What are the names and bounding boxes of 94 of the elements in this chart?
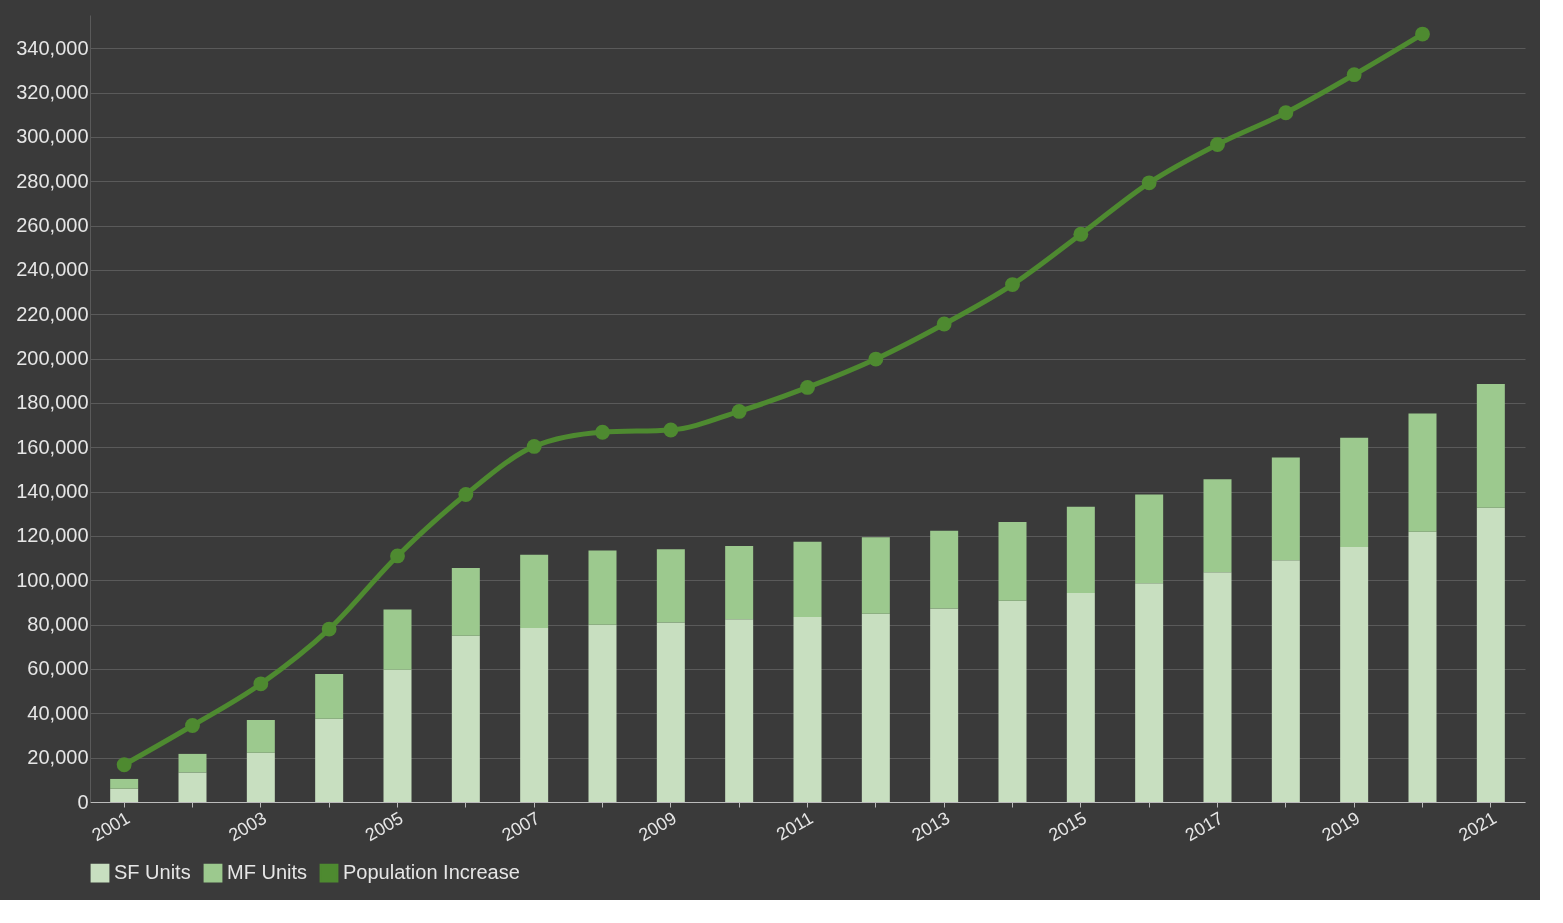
point bbox=[1210, 137, 1225, 152]
point bbox=[731, 403, 747, 419]
x-tick-label: 2017 bbox=[1181, 807, 1227, 846]
bar bbox=[1271, 457, 1300, 561]
bar bbox=[1476, 507, 1505, 802]
bar bbox=[246, 752, 275, 802]
y-tick-label: 220,000 bbox=[16, 302, 89, 325]
x-tick-label: 2013 bbox=[908, 807, 954, 846]
legend-label: MF Units bbox=[227, 861, 307, 884]
bar bbox=[1203, 572, 1232, 802]
bar bbox=[1408, 413, 1437, 532]
bar bbox=[930, 608, 959, 802]
bar bbox=[520, 554, 549, 628]
x-tick-label: 2003 bbox=[225, 807, 270, 846]
y-tick-label: 260,000 bbox=[16, 214, 89, 237]
y-tick-label: 240,000 bbox=[16, 258, 89, 281]
y-tick-label: 200,000 bbox=[16, 347, 89, 370]
point bbox=[1415, 26, 1430, 42]
y-tick-label: 320,000 bbox=[16, 81, 89, 104]
bar bbox=[588, 624, 617, 802]
bar bbox=[1476, 384, 1505, 508]
y-tick-label: 20,000 bbox=[27, 746, 89, 769]
bar bbox=[1066, 506, 1095, 593]
bar bbox=[725, 619, 754, 802]
y-tick-label: 300,000 bbox=[16, 125, 89, 148]
bar bbox=[1203, 479, 1232, 573]
bar bbox=[861, 613, 890, 802]
legend-label: SF Units bbox=[114, 861, 191, 884]
point bbox=[390, 548, 405, 564]
point bbox=[116, 757, 132, 773]
x-tick-label: 2009 bbox=[635, 807, 680, 846]
bar bbox=[1271, 560, 1300, 802]
bar bbox=[1340, 437, 1369, 548]
bar bbox=[861, 537, 890, 614]
point bbox=[253, 676, 269, 692]
point bbox=[1073, 226, 1089, 242]
bar bbox=[451, 635, 480, 802]
x-tick-label: 2015 bbox=[1045, 807, 1090, 846]
x-tick-label: 2005 bbox=[361, 807, 407, 846]
bar bbox=[110, 788, 139, 802]
legend-label: Population Increase bbox=[343, 861, 520, 884]
x-tick-label: 2011 bbox=[772, 807, 817, 845]
point bbox=[1278, 105, 1294, 121]
y-tick-label: 280,000 bbox=[16, 169, 89, 192]
bar bbox=[656, 549, 685, 623]
bar bbox=[793, 541, 822, 618]
y-tick-label: 140,000 bbox=[16, 480, 89, 503]
bar bbox=[315, 674, 344, 719]
point bbox=[1141, 175, 1157, 191]
bar bbox=[383, 609, 412, 670]
point bbox=[595, 424, 610, 440]
y-tick-label: 180,000 bbox=[16, 391, 89, 414]
bar bbox=[793, 617, 822, 802]
x-tick-label: 2019 bbox=[1318, 807, 1364, 846]
bar bbox=[930, 530, 959, 609]
bar bbox=[588, 550, 617, 625]
bar bbox=[246, 719, 275, 753]
bar bbox=[520, 627, 549, 802]
bar bbox=[1408, 531, 1437, 802]
bar bbox=[178, 772, 207, 802]
y-tick-label: 120,000 bbox=[16, 524, 89, 547]
point bbox=[663, 422, 679, 438]
point bbox=[185, 718, 200, 733]
point bbox=[458, 487, 474, 502]
x-tick-label: 2007 bbox=[498, 807, 544, 846]
bar bbox=[315, 718, 344, 802]
bar bbox=[1135, 494, 1164, 584]
point bbox=[526, 439, 542, 454]
x-tick-label: 2001 bbox=[88, 807, 134, 846]
bar bbox=[1135, 583, 1164, 802]
bar bbox=[656, 622, 685, 802]
point bbox=[868, 351, 884, 367]
bar bbox=[383, 669, 412, 802]
point bbox=[936, 316, 952, 332]
point bbox=[1005, 277, 1020, 292]
y-tick-label: 340,000 bbox=[16, 36, 89, 59]
bar bbox=[1340, 547, 1369, 802]
y-tick-label: 0 bbox=[77, 790, 89, 813]
bar bbox=[110, 778, 139, 789]
point bbox=[321, 621, 337, 637]
x-tick-label: 2021 bbox=[1455, 807, 1500, 846]
bar bbox=[998, 522, 1027, 601]
point bbox=[1346, 67, 1362, 83]
y-tick-label: 80,000 bbox=[27, 613, 89, 636]
y-tick-label: 100,000 bbox=[16, 568, 89, 591]
y-tick-label: 40,000 bbox=[27, 701, 89, 724]
bar bbox=[1066, 592, 1095, 802]
bar bbox=[451, 567, 480, 636]
bar bbox=[998, 600, 1027, 802]
bar bbox=[725, 545, 754, 620]
y-tick-label: 60,000 bbox=[27, 657, 89, 680]
bar bbox=[178, 753, 207, 773]
point bbox=[800, 380, 815, 395]
y-tick-label: 160,000 bbox=[16, 435, 89, 458]
